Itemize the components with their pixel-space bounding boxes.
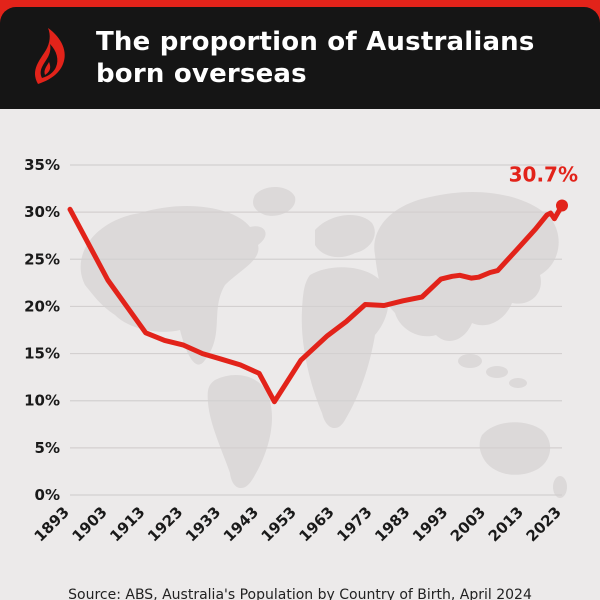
svg-text:2013: 2013 [485,503,527,545]
sbs-logo-icon [35,28,65,84]
world-map-watermark [80,186,567,498]
chart-area: 0% 5% 10% 15% 20% 25% 30% 35% 1893 1903 1913 1923 19… [0,135,600,585]
gridlines [70,164,562,496]
svg-text:20%: 20% [24,297,60,315]
svg-text:1973: 1973 [333,503,375,545]
svg-text:25%: 25% [24,250,60,268]
header-bar: The proportion of Australians born overs… [0,7,600,109]
svg-text:30%: 30% [24,203,60,221]
svg-text:10%: 10% [24,392,60,410]
svg-text:1903: 1903 [68,503,110,545]
svg-text:1983: 1983 [371,503,413,545]
source-caption: Source: ABS, Australia's Population by C… [68,587,532,600]
svg-text:30.7%: 30.7% [509,163,578,187]
svg-text:1943: 1943 [220,503,262,545]
svg-text:1963: 1963 [296,503,338,545]
line-chart: 0%5%10%15%20%25%30%35%189319031913192319… [24,156,578,545]
svg-text:0%: 0% [35,486,60,504]
svg-text:5%: 5% [35,439,60,457]
svg-text:15%: 15% [24,345,60,363]
svg-text:2023: 2023 [523,503,565,545]
svg-text:1953: 1953 [258,503,300,545]
svg-text:1913: 1913 [106,503,148,545]
svg-text:1923: 1923 [144,503,186,545]
end-value-annotation: 30.7% [509,163,578,187]
svg-text:1893: 1893 [31,503,73,545]
svg-text:1933: 1933 [182,503,224,545]
data-series [67,199,568,405]
svg-text:35%: 35% [24,156,60,174]
page-title: The proportion of Australians born overs… [96,26,535,90]
svg-text:1993: 1993 [409,503,451,545]
svg-text:2003: 2003 [447,503,489,545]
chart-panel: 0% 5% 10% 15% 20% 25% 30% 35% 1893 1903 1913 1923 19… [0,109,600,600]
